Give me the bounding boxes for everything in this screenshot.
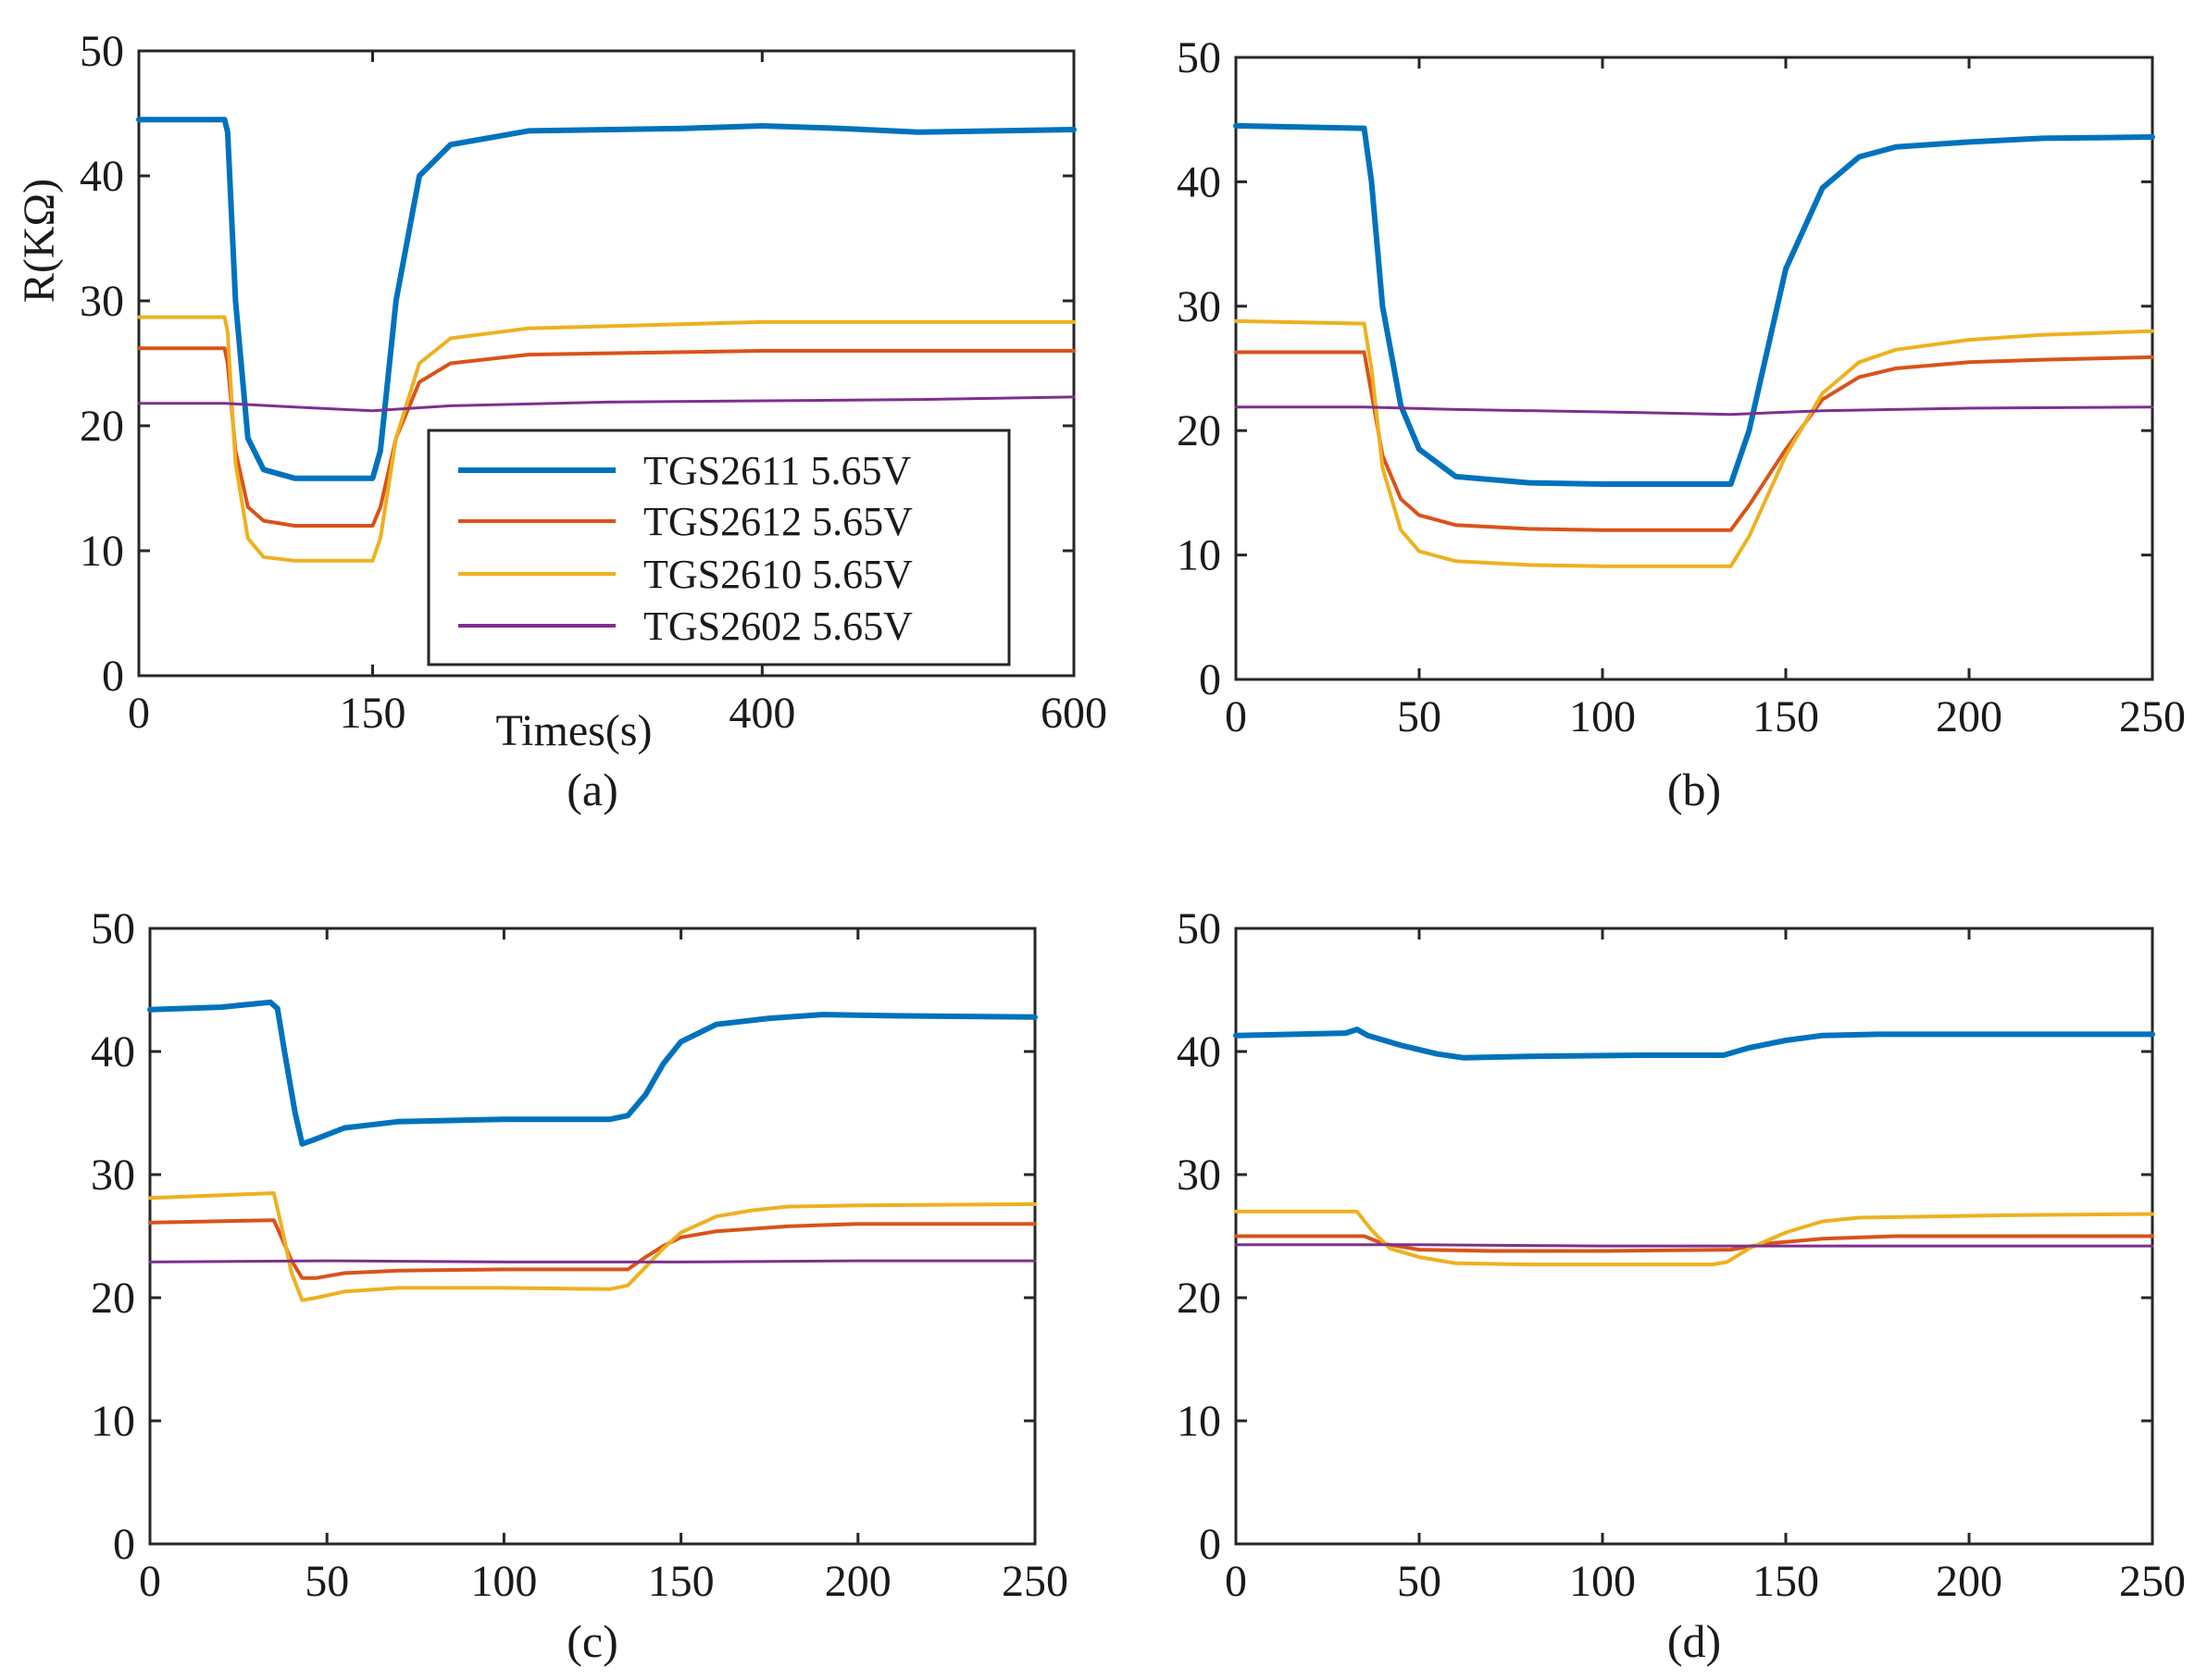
xtick-label-d-0: 0 (1225, 1557, 1247, 1606)
ytick-label-d-0: 0 (1199, 1520, 1221, 1569)
series-line-b-tgs2602 (1234, 405, 2154, 417)
xtick-label-c-150: 150 (648, 1557, 715, 1606)
series-layer-a (136, 117, 1077, 563)
legend-label-tgs2610: TGS2610 5.65V (643, 552, 913, 597)
xtick-label-a-150: 150 (340, 689, 406, 738)
ytick-label-c-0: 0 (113, 1520, 135, 1569)
legend-label-tgs2602: TGS2602 5.65V (643, 604, 913, 649)
ytick-label-b-50: 50 (1177, 33, 1221, 82)
xtick-label-c-200: 200 (825, 1557, 892, 1606)
panel-d: 0 10 20 30 40 50 0 50 100 150 200 250 (d) (1177, 904, 2186, 1667)
xlabel-a: Times(s) (496, 706, 653, 755)
caption-d: (d) (1667, 1615, 1721, 1667)
ytick-label-b-30: 30 (1177, 282, 1221, 331)
ytick-label-a-30: 30 (80, 277, 124, 326)
series-line-b-tgs2610 (1234, 318, 2154, 568)
ylabel-a: R(KΩ) (15, 179, 64, 303)
xtick-label-d-200: 200 (1936, 1557, 2002, 1606)
ytick-label-d-10: 10 (1177, 1397, 1221, 1446)
xtick-label-b-50: 50 (1397, 692, 1441, 741)
series-line-d-tgs2611 (1233, 1027, 2155, 1061)
xtick-label-b-250: 250 (2119, 692, 2186, 741)
series-line-a-tgs2611 (136, 117, 1077, 481)
caption-a: (a) (567, 764, 618, 815)
ytick-label-a-20: 20 (80, 402, 124, 451)
series-line-d-tgs2610 (1234, 1209, 2154, 1267)
xtick-label-a-0: 0 (128, 689, 150, 738)
series-line-a-tgs2602 (137, 395, 1076, 413)
ytick-label-d-20: 20 (1177, 1274, 1221, 1323)
caption-c: (c) (567, 1615, 618, 1667)
ytick-label-b-40: 40 (1177, 157, 1221, 206)
ytick-label-b-20: 20 (1177, 406, 1221, 455)
ytick-label-b-10: 10 (1177, 531, 1221, 580)
ytick-label-c-20: 20 (91, 1274, 135, 1323)
legend: TGS2611 5.65V TGS2612 5.65V TGS2610 5.65… (427, 429, 1011, 666)
series-line-c-tgs2611 (147, 999, 1038, 1147)
ytick-label-d-30: 30 (1177, 1151, 1221, 1200)
xtick-label-a-600: 600 (1041, 689, 1107, 738)
xtick-label-b-0: 0 (1225, 692, 1247, 741)
series-layer-c (147, 999, 1038, 1302)
xtick-label-b-100: 100 (1569, 692, 1636, 741)
series-line-a-tgs2610 (137, 315, 1076, 563)
ytick-label-a-40: 40 (80, 152, 124, 201)
axis-ticks-c: 0 10 20 30 40 50 0 50 100 150 200 250 (91, 904, 1068, 1606)
series-line-d-tgs2602 (1234, 1243, 2154, 1248)
ytick-label-c-40: 40 (91, 1027, 135, 1076)
series-layer-d (1233, 1027, 2155, 1267)
axis-ticks-a: 0 10 20 30 40 50 0 150 400 600 (80, 27, 1107, 738)
xtick-label-b-150: 150 (1752, 692, 1819, 741)
ytick-label-c-30: 30 (91, 1151, 135, 1200)
plot-area-b (1234, 56, 2154, 681)
ytick-label-a-10: 10 (80, 527, 124, 576)
xtick-label-c-50: 50 (305, 1557, 349, 1606)
legend-label-tgs2612: TGS2612 5.65V (643, 499, 913, 544)
series-layer-b (1233, 122, 2155, 568)
xtick-label-d-50: 50 (1397, 1557, 1441, 1606)
ytick-label-a-50: 50 (80, 27, 124, 76)
xtick-label-d-100: 100 (1569, 1557, 1636, 1606)
xtick-label-c-100: 100 (470, 1557, 537, 1606)
xtick-label-a-400: 400 (729, 689, 795, 738)
xtick-label-c-250: 250 (1002, 1557, 1068, 1606)
series-line-d-tgs2612 (1234, 1234, 2154, 1253)
legend-label-tgs2611: TGS2611 5.65V (643, 448, 911, 493)
ytick-label-c-50: 50 (91, 904, 135, 953)
xtick-label-d-250: 250 (2119, 1557, 2186, 1606)
ytick-label-d-50: 50 (1177, 904, 1221, 953)
axis-ticks-d: 0 10 20 30 40 50 0 50 100 150 200 250 (1177, 904, 2186, 1606)
series-line-b-tgs2611 (1233, 122, 2155, 487)
xtick-label-d-150: 150 (1752, 1557, 1819, 1606)
plot-area-c (148, 927, 1037, 1546)
series-line-c-tgs2610 (148, 1191, 1037, 1302)
panel-c: 0 10 20 30 40 50 0 50 100 150 200 250 (c) (91, 904, 1068, 1667)
panel-b: 0 10 20 30 40 50 0 50 100 150 200 250 (b) (1177, 33, 2186, 815)
series-line-c-tgs2602 (148, 1259, 1037, 1263)
ytick-label-b-0: 0 (1199, 655, 1221, 704)
caption-b: (b) (1667, 764, 1721, 815)
axis-ticks-b: 0 10 20 30 40 50 0 50 100 150 200 250 (1177, 33, 2186, 741)
ytick-label-d-40: 40 (1177, 1027, 1221, 1076)
panel-a: 0 10 20 30 40 50 0 150 400 600 R(KΩ) Times(s) (a)… (15, 27, 1107, 815)
ytick-label-c-10: 10 (91, 1397, 135, 1446)
xtick-label-b-200: 200 (1936, 692, 2002, 741)
xtick-label-c-0: 0 (139, 1557, 161, 1606)
ytick-label-a-0: 0 (102, 652, 124, 701)
